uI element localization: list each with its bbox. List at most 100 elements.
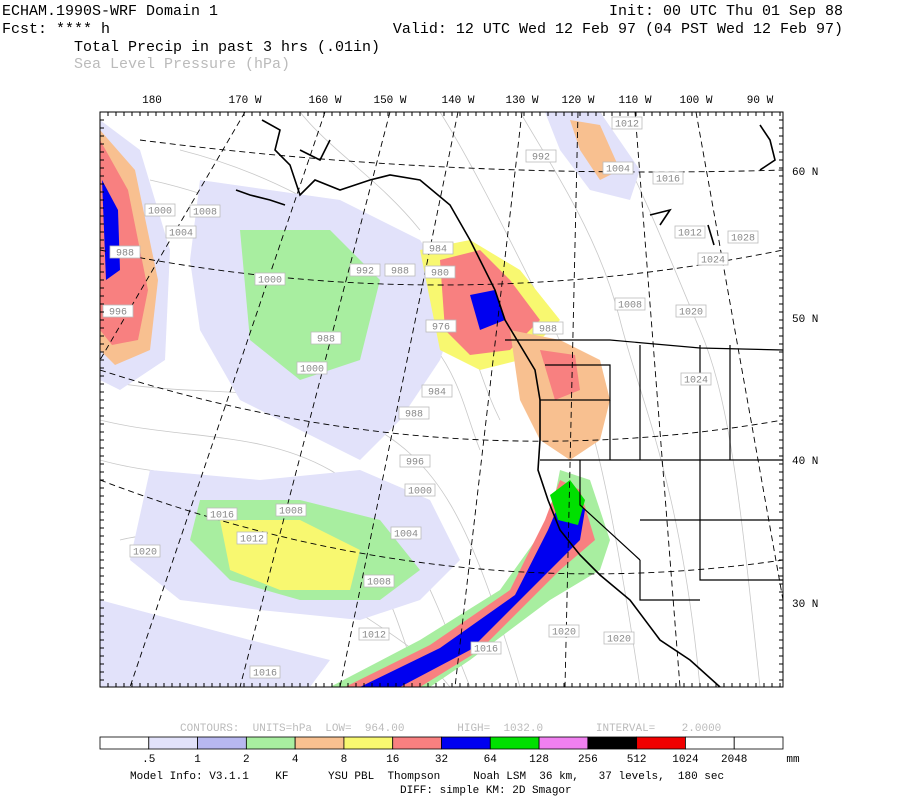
graticule-part xyxy=(634,112,681,687)
contour-label-box xyxy=(424,265,456,279)
longitude-label: 170 W xyxy=(228,95,261,107)
graticule-part xyxy=(139,139,783,173)
contour-label-box xyxy=(390,526,422,540)
color-legend: .5 1 2 4 8 16 32 64 128 256 512 1024 2048 mm xyxy=(99,736,800,766)
contour-label-box xyxy=(102,304,134,318)
coastlines-part xyxy=(299,139,331,162)
graticule-part xyxy=(339,112,459,687)
contour-label-box xyxy=(674,225,706,239)
borders-part xyxy=(505,339,783,351)
contour-label: 1012 xyxy=(362,631,386,642)
legend-swatch xyxy=(441,736,491,750)
contour-label: 1024 xyxy=(684,376,708,387)
legend-label: 8 xyxy=(341,754,348,766)
contour-label-box xyxy=(296,361,328,375)
legend-label: 1 xyxy=(194,754,201,766)
contour-label-box xyxy=(398,406,430,420)
contour-label: 1020 xyxy=(552,628,576,639)
precipitation-part xyxy=(550,480,585,525)
graticule-part xyxy=(129,112,326,687)
longitude-labels: 180 170 W 160 W 150 W 140 W 130 W 120 W 110 W 10… xyxy=(142,95,774,107)
contour-label-box xyxy=(422,241,454,255)
contour-label-box xyxy=(675,304,707,318)
contour-label: 988 xyxy=(539,325,557,336)
contour-label: 988 xyxy=(317,335,335,346)
contour-label-box xyxy=(129,544,161,558)
legend-swatch xyxy=(587,736,638,750)
legend-label: 32 xyxy=(435,754,448,766)
contour-label: 1020 xyxy=(133,548,157,559)
legend-label: 4 xyxy=(292,754,299,766)
contour-label-box xyxy=(404,483,436,497)
graticule-part xyxy=(100,479,783,575)
header-valid: Valid: 12 UTC Wed 12 Feb 97 (04 PST Wed … xyxy=(393,21,843,38)
legend-swatch xyxy=(99,736,150,750)
longitude-label: 150 W xyxy=(373,95,406,107)
contour-label-box xyxy=(236,531,268,545)
legend-swatch xyxy=(343,736,394,750)
graticule-part xyxy=(564,112,579,687)
contour-label: 1004 xyxy=(169,229,193,240)
legend-swatch xyxy=(197,736,247,750)
precipitation-part xyxy=(100,140,148,345)
borders-part xyxy=(540,364,611,401)
contour-label: 992 xyxy=(532,153,550,164)
contour-label-box xyxy=(548,624,580,638)
legend-swatch xyxy=(489,736,540,750)
contour-label: 996 xyxy=(109,308,127,319)
longitude-label: 180 xyxy=(142,95,162,107)
contour-label-box xyxy=(425,319,457,333)
contour-label: 992 xyxy=(356,267,374,278)
graticule-part xyxy=(100,249,783,286)
longitude-label: 90 W xyxy=(747,95,774,107)
precipitation-part xyxy=(470,290,505,330)
longitude-label: 140 W xyxy=(441,95,474,107)
coastlines-part xyxy=(649,208,672,226)
header-title: ECHAM.1990S-WRF Domain 1 xyxy=(2,3,218,20)
contour-label-box xyxy=(727,230,759,244)
contour-label-box xyxy=(109,245,141,259)
field-title: Total Precip in past 3 hrs (.01in) xyxy=(74,39,380,56)
contour-label-box xyxy=(310,331,342,345)
contour-label-box xyxy=(384,263,416,277)
legend-swatch xyxy=(392,736,442,750)
contour-label: 1004 xyxy=(394,530,418,541)
contour-label: 1020 xyxy=(679,308,703,319)
precipitation-part xyxy=(540,350,580,400)
coastlines xyxy=(235,119,776,687)
contour-label-box xyxy=(249,665,281,679)
contour-label: 1020 xyxy=(607,635,631,646)
contour-label-box xyxy=(603,631,635,645)
contour-label-box xyxy=(399,454,431,468)
legend-swatch xyxy=(294,736,345,750)
legend-swatch xyxy=(245,736,296,750)
contour-label-box xyxy=(189,204,221,218)
isobars-part xyxy=(100,419,471,687)
isobars-part xyxy=(599,112,761,687)
legend-swatch xyxy=(636,736,686,750)
contour-label: 988 xyxy=(405,410,423,421)
contour-label-box xyxy=(165,225,197,239)
contour-label-box xyxy=(532,321,564,335)
model-info: Model Info: V3.1.1 KF YSU PBL Thompson N… xyxy=(130,771,724,783)
legend-label: 128 xyxy=(529,754,549,766)
contour-label: 976 xyxy=(432,323,450,334)
header-init: Init: 00 UTC Thu 01 Sep 88 xyxy=(609,3,843,20)
legend-label: 512 xyxy=(627,754,647,766)
borders-part xyxy=(579,460,641,561)
legend-label: 256 xyxy=(578,754,598,766)
contour-label-box xyxy=(614,297,646,311)
contour-label: 988 xyxy=(116,249,134,260)
contour-label-box xyxy=(358,627,390,641)
longitude-label: 160 W xyxy=(308,95,341,107)
contour-label: 1016 xyxy=(210,511,234,522)
contour-label: 988 xyxy=(391,267,409,278)
contour-label-box xyxy=(206,507,238,521)
isobars-part xyxy=(299,112,421,231)
latitude-label: 50 N xyxy=(792,314,818,326)
contour-label: 996 xyxy=(406,458,424,469)
contour-label-box xyxy=(680,372,712,386)
contour-label-box xyxy=(421,384,453,398)
contour-label-box xyxy=(144,203,176,217)
